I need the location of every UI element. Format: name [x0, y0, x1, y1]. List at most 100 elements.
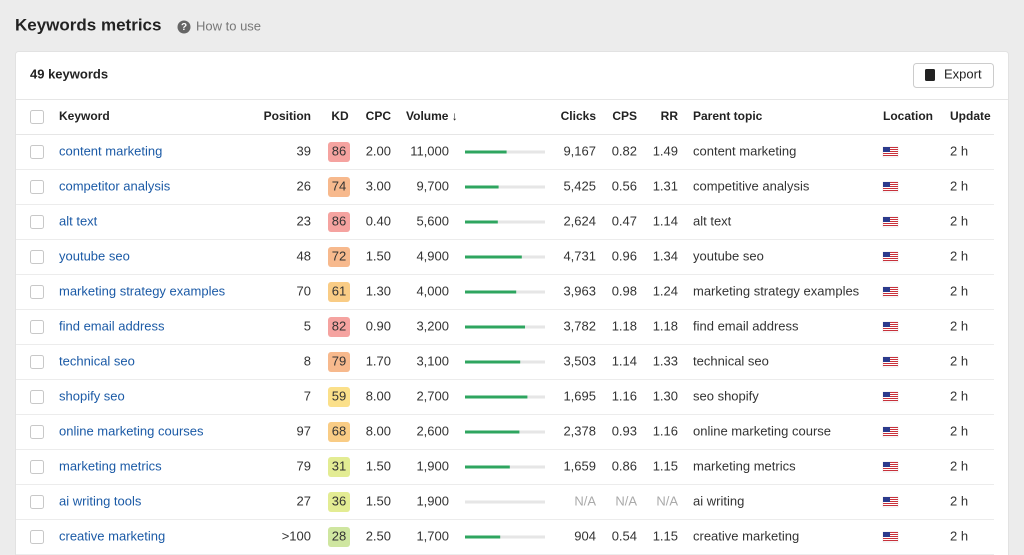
flag-stripe — [883, 190, 898, 191]
cell-cpc: 8.00 — [366, 423, 391, 438]
cell-clicks: 3,963 — [563, 283, 596, 298]
column-header[interactable]: RR — [661, 109, 679, 123]
cell-update: 2 h — [950, 283, 968, 298]
column-header[interactable]: CPC — [366, 109, 392, 123]
cell-clicks: 9,167 — [563, 143, 596, 158]
flag-stripe — [883, 468, 898, 469]
cell-rr: 1.30 — [653, 388, 678, 403]
column-header[interactable]: Parent topic — [693, 109, 763, 123]
column-header[interactable]: Location — [883, 109, 933, 123]
flag-canton — [883, 392, 890, 397]
keyword-link[interactable]: ai writing tools — [59, 493, 142, 508]
flag-stripe — [883, 429, 898, 430]
flag-stripe — [883, 324, 898, 325]
flag-stripe — [883, 289, 898, 290]
cell-rr: 1.14 — [653, 213, 678, 228]
row-checkbox[interactable] — [30, 145, 44, 159]
flag-stripe — [883, 184, 898, 185]
cell-parent-topic: content marketing — [693, 143, 796, 158]
keyword-link[interactable]: content marketing — [59, 143, 162, 158]
column-header[interactable]: Clicks — [561, 109, 597, 123]
cell-cpc: 1.50 — [366, 458, 391, 473]
cell-volume: 1,700 — [416, 528, 449, 543]
keyword-link[interactable]: marketing strategy examples — [59, 283, 226, 298]
keyword-link[interactable]: marketing metrics — [59, 458, 162, 473]
kd-value: 31 — [332, 458, 346, 473]
cell-cps: 1.16 — [612, 388, 637, 403]
row-checkbox[interactable] — [30, 180, 44, 194]
row-checkbox[interactable] — [30, 355, 44, 369]
volume-bar — [465, 395, 528, 399]
flag-stripe — [883, 540, 898, 541]
column-header[interactable]: Position — [264, 109, 311, 123]
cell-volume: 5,600 — [416, 213, 449, 228]
cell-rr: 1.16 — [653, 423, 678, 438]
flag-stripe — [883, 256, 898, 257]
cell-cps: 0.82 — [612, 143, 637, 158]
cell-cps: 1.18 — [612, 318, 637, 333]
cell-parent-topic: marketing metrics — [693, 458, 796, 473]
flag-stripe — [883, 219, 898, 220]
cell-rr: 1.18 — [653, 318, 678, 333]
row-checkbox[interactable] — [30, 390, 44, 404]
keyword-link[interactable]: competitor analysis — [59, 178, 171, 193]
export-label: Export — [944, 66, 982, 81]
kd-value: 86 — [332, 213, 346, 228]
help-link[interactable]: How to use — [196, 18, 261, 33]
volume-bar — [465, 185, 499, 189]
cell-position: 48 — [297, 248, 311, 263]
cell-volume: 4,000 — [416, 283, 449, 298]
flag-stripe — [883, 225, 898, 226]
row-checkbox[interactable] — [30, 250, 44, 264]
flag-stripe — [883, 260, 898, 261]
cell-position: >100 — [282, 528, 311, 543]
volume-bar — [465, 290, 517, 294]
flag-stripe — [883, 365, 898, 366]
keyword-link[interactable]: creative marketing — [59, 528, 165, 543]
page-title: Keywords metrics — [15, 15, 161, 34]
flag-stripe — [883, 359, 898, 360]
flag-stripe — [883, 538, 898, 539]
kd-value: 79 — [332, 353, 346, 368]
cell-update: 2 h — [950, 213, 968, 228]
keyword-link[interactable]: find email address — [59, 318, 165, 333]
row-checkbox[interactable] — [30, 215, 44, 229]
flag-stripe — [883, 357, 898, 358]
row-checkbox[interactable] — [30, 285, 44, 299]
flag-canton — [883, 532, 890, 537]
row-checkbox[interactable] — [30, 495, 44, 509]
column-header[interactable]: CPS — [612, 109, 637, 123]
column-header[interactable]: Keyword — [59, 109, 110, 123]
flag-stripe — [883, 394, 898, 395]
help-icon[interactable] — [177, 20, 191, 34]
keyword-link[interactable]: youtube seo — [59, 248, 130, 263]
keyword-link[interactable]: alt text — [59, 213, 98, 228]
volume-bar — [465, 535, 501, 539]
cell-parent-topic: seo shopify — [693, 388, 759, 403]
row-checkbox[interactable] — [30, 530, 44, 544]
flag-canton — [883, 357, 890, 362]
row-checkbox[interactable] — [30, 425, 44, 439]
volume-bar — [465, 430, 520, 434]
row-checkbox[interactable] — [30, 320, 44, 334]
cell-update: 2 h — [950, 248, 968, 263]
volume-track — [465, 500, 545, 504]
keyword-link[interactable]: technical seo — [59, 353, 135, 368]
select-all-checkbox[interactable] — [30, 110, 44, 124]
row-checkbox[interactable] — [30, 460, 44, 474]
cell-clicks: 3,503 — [563, 353, 596, 368]
kd-badge — [328, 492, 350, 512]
keyword-link[interactable]: online marketing courses — [59, 423, 204, 438]
column-header[interactable]: KD — [331, 109, 349, 123]
keyword-link[interactable]: shopify seo — [59, 388, 125, 403]
cell-clicks: 3,782 — [563, 318, 596, 333]
cell-rr: 1.31 — [653, 178, 678, 193]
flag-stripe — [883, 396, 898, 397]
flag-stripe — [883, 322, 898, 323]
column-header[interactable]: Volume ↓ — [406, 109, 458, 123]
column-header[interactable]: Update — [950, 109, 991, 123]
cell-parent-topic: find email address — [693, 318, 799, 333]
flag-stripe — [883, 153, 898, 154]
flag-stripe — [883, 497, 898, 498]
cell-cpc: 2.50 — [366, 528, 391, 543]
